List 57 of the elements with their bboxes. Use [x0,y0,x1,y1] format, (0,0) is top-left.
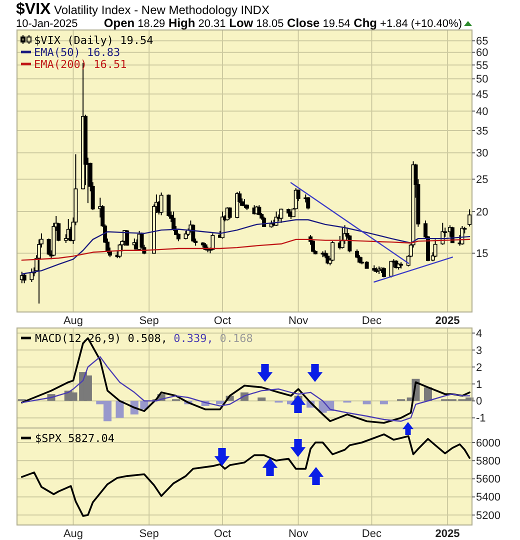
x-tick-label: Nov [288,528,309,540]
line-series [21,356,470,422]
x-tick-label: Nov [288,315,309,327]
text: 0.339, [174,332,214,345]
legend-label: $SPX 5827.04 [35,432,115,445]
y-tick-label: 35 [476,125,488,138]
legend-label: EMA(50) 16.83 [34,46,120,59]
x-tick-label: 2025 [435,528,460,540]
y-tick-label: 1 [476,378,482,391]
y-tick-label: 3 [476,344,482,357]
y-tick-label: 15 [476,248,488,260]
x-tick-label: Dec [362,528,382,540]
y-tick-label: 5800 [476,455,500,468]
y-tick-label: 40 [476,106,488,118]
y-tick-label: 0 [476,396,482,408]
y-tick-label: 20 [476,206,488,218]
x-tick-label: Aug [63,528,84,540]
x-tick-label: Oct [214,315,232,327]
x-tick-label: Sep [139,528,159,540]
x-tick-label: Aug [63,315,84,327]
bar [258,397,266,401]
legend-label: MACD(12,26,9) 0.508, [35,332,168,345]
y-tick-label: -1 [476,412,486,425]
candlestick [433,238,438,258]
candlestick [210,232,215,251]
y-tick-label: 5600 [476,474,500,486]
candlestick [159,192,164,216]
y-tick-label: 60 [476,47,488,60]
y-tick-label: 25 [476,174,488,186]
candlestick [306,196,310,210]
y-tick-label: 5400 [476,492,500,504]
y-tick-label: 30 [476,148,488,160]
text: Open 18.29 High 20.31 Low 18.05 Close 19.54 Chg +1.84 (+10.40%) [104,16,462,30]
y-tick-label: 55 [476,60,488,72]
y-tick-label: 2 [476,362,482,374]
x-tick-label: 2025 [435,315,460,327]
text: 0.168 [220,332,253,345]
candlestick [340,227,344,249]
bar [116,400,124,418]
candlestick [22,273,26,284]
x-tick-label: Oct [214,528,232,540]
text: 10-Jan-2025 [16,18,78,30]
y-tick-label: 5200 [476,510,500,522]
y-tick-label: 50 [476,74,488,86]
bar [380,400,388,404]
line-series [20,433,470,517]
x-tick-label: Dec [362,315,382,327]
y-tick-label: 45 [476,88,488,101]
y-tick-label: 65 [476,36,488,48]
chart-title: $VIX Volatility Index - New Methodology INDX [16,1,270,18]
bar [362,400,371,404]
legend-label: $VIX (Daily) 19.54 [34,34,154,47]
bar [216,400,224,404]
y-tick-label: 6000 [476,437,500,450]
legend-label: EMA(200) 16.51 [34,58,127,71]
x-tick-label: Sep [139,315,159,327]
y-tick-label: 4 [476,328,482,340]
